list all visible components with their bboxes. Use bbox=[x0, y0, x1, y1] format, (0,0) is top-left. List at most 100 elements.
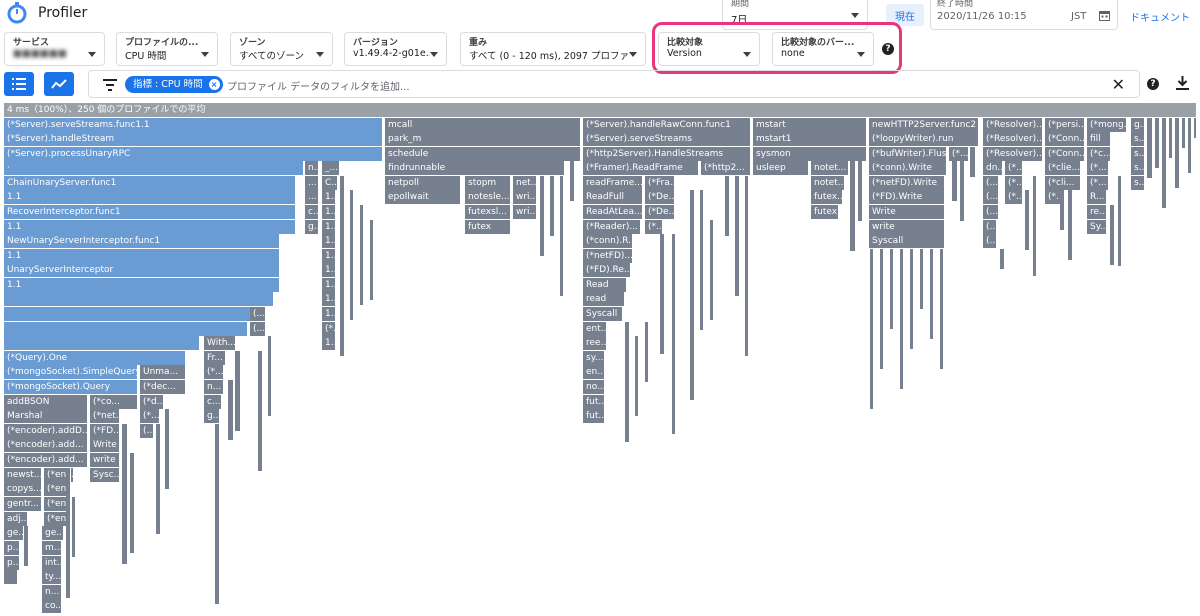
flame-frame[interactable]: · bbox=[4, 161, 304, 175]
flame-frame-thin[interactable] bbox=[1188, 118, 1192, 173]
flame-frame[interactable]: ree... bbox=[583, 336, 607, 350]
flame-frame[interactable]: (... bbox=[983, 190, 999, 204]
flame-frame[interactable]: 1... bbox=[322, 220, 336, 234]
flame-frame-thin[interactable] bbox=[122, 424, 128, 564]
flame-frame-thin[interactable] bbox=[235, 351, 241, 431]
flame-frame[interactable]: mcall bbox=[385, 118, 581, 132]
flame-frame[interactable]: 1.1 bbox=[4, 190, 296, 204]
flame-frame[interactable]: (*Conn... bbox=[1045, 132, 1085, 146]
flame-frame[interactable]: (*http2... bbox=[701, 161, 751, 175]
flame-frame-thin[interactable] bbox=[940, 249, 944, 369]
flame-frame-thin[interactable] bbox=[258, 351, 263, 471]
flame-frame[interactable]: 1... bbox=[322, 234, 336, 248]
flame-frame[interactable]: UnaryServerInterceptor bbox=[4, 263, 280, 277]
download-icon[interactable] bbox=[1176, 76, 1189, 91]
flame-frame-thin[interactable] bbox=[745, 176, 749, 356]
flame-frame[interactable]: (*c... bbox=[1087, 147, 1111, 161]
flame-frame[interactable]: addBSON bbox=[4, 395, 88, 409]
flame-frame[interactable]: (*... bbox=[1005, 176, 1023, 190]
flame-frame-thin[interactable] bbox=[550, 176, 555, 236]
flame-frame-thin[interactable] bbox=[350, 190, 354, 320]
chip-close-icon[interactable]: × bbox=[208, 79, 220, 90]
flame-frame[interactable]: (*loopyWriter).run bbox=[869, 132, 979, 146]
flame-frame[interactable]: (*FD... bbox=[90, 424, 120, 438]
flame-frame[interactable]: s... bbox=[1131, 176, 1145, 190]
flame-frame[interactable]: s... bbox=[1131, 161, 1145, 175]
flame-frame-thin[interactable] bbox=[130, 453, 135, 553]
chart-view-button[interactable] bbox=[44, 72, 74, 96]
flame-frame[interactable]: fut... bbox=[583, 395, 605, 409]
flame-frame[interactable]: (*Fra... bbox=[645, 176, 675, 190]
flame-frame[interactable]: futexsl... bbox=[465, 205, 511, 219]
flame-frame[interactable]: (*... bbox=[140, 409, 160, 423]
flame-frame-thin[interactable] bbox=[228, 380, 234, 440]
flame-frame-thin[interactable] bbox=[1060, 190, 1065, 230]
flame-frame[interactable]: write bbox=[90, 453, 120, 467]
flame-frame[interactable]: (*FD).Write bbox=[869, 190, 945, 204]
flame-frame[interactable]: (*d... bbox=[140, 395, 164, 409]
flame-frame[interactable]: g... bbox=[305, 220, 319, 234]
flame-frame[interactable]: (*persi... bbox=[1045, 118, 1085, 132]
flame-frame[interactable]: park_m bbox=[385, 132, 581, 146]
flame-frame[interactable]: NewUnaryServerInterceptor.func1 bbox=[4, 234, 280, 248]
flame-frame[interactable]: fill bbox=[1087, 132, 1111, 146]
flame-frame[interactable]: (*Framer).ReadFrame bbox=[583, 161, 699, 175]
flame-frame[interactable]: 1... bbox=[322, 263, 336, 277]
flame-frame[interactable]: ge... bbox=[4, 526, 24, 540]
flame-frame-thin[interactable] bbox=[645, 322, 649, 382]
flame-frame[interactable]: ReadFull bbox=[583, 190, 643, 204]
flame-frame[interactable]: (*De... bbox=[645, 205, 675, 219]
flame-frame[interactable]: dn... bbox=[983, 161, 1003, 175]
flame-frame-thin[interactable] bbox=[1000, 249, 1005, 269]
flame-frame[interactable]: mstart bbox=[753, 118, 867, 132]
list-view-button[interactable] bbox=[4, 72, 34, 96]
flame-frame[interactable]: adj... bbox=[4, 512, 28, 526]
flame-frame[interactable]: (*netFD).Write bbox=[869, 176, 945, 190]
calendar-icon[interactable] bbox=[1099, 10, 1110, 21]
flame-frame[interactable]: stopm bbox=[465, 176, 511, 190]
flame-frame[interactable]: co... bbox=[42, 599, 62, 613]
flame-frame-thin[interactable] bbox=[1155, 118, 1160, 168]
flame-frame-thin[interactable] bbox=[900, 249, 904, 389]
flame-frame[interactable]: net... bbox=[513, 176, 537, 190]
flame-frame[interactable]: copys... bbox=[4, 482, 42, 496]
flame-frame-thin[interactable] bbox=[735, 176, 740, 296]
flame-frame[interactable]: notet... bbox=[811, 176, 845, 190]
flame-frame[interactable]: c... bbox=[204, 395, 222, 409]
version-select[interactable]: バージョン v1.49.4-2-g01e... bbox=[344, 32, 447, 66]
flame-frame[interactable]: Sysc... bbox=[90, 468, 120, 482]
flame-frame[interactable]: 1... bbox=[322, 249, 336, 263]
flame-frame-thin[interactable] bbox=[1175, 118, 1180, 188]
flame-frame[interactable]: Syscall bbox=[869, 234, 945, 248]
metric-chip[interactable]: 指標 : CPU 時間 × bbox=[125, 76, 223, 93]
flame-frame[interactable]: wri... bbox=[513, 190, 537, 204]
flame-frame[interactable]: (*clie... bbox=[1045, 161, 1081, 175]
flame-frame-thin[interactable] bbox=[268, 336, 272, 416]
flame-frame[interactable]: (*netFD)... bbox=[583, 249, 633, 263]
flame-frame[interactable]: netpoll bbox=[385, 176, 461, 190]
flame-frame[interactable]: RecoverInterceptor.func1 bbox=[4, 205, 296, 219]
flame-frame-thin[interactable] bbox=[960, 161, 965, 221]
flame-frame[interactable]: no... bbox=[583, 380, 605, 394]
flame-frame-thin[interactable] bbox=[560, 176, 564, 296]
flame-frame-thin[interactable] bbox=[1025, 190, 1030, 250]
flame-frame[interactable]: 1... bbox=[322, 307, 336, 321]
flame-frame-thin[interactable] bbox=[858, 161, 863, 221]
flame-frame[interactable]: findrunnable bbox=[385, 161, 565, 175]
flame-frame-thin[interactable] bbox=[700, 190, 704, 330]
flame-frame[interactable]: n... bbox=[42, 585, 62, 599]
flame-frame[interactable]: With... bbox=[204, 336, 236, 350]
flame-frame-thin[interactable] bbox=[952, 161, 958, 201]
flame-frame[interactable]: read bbox=[583, 292, 625, 306]
flame-frame-thin[interactable] bbox=[1118, 176, 1122, 266]
flame-frame[interactable]: (*... bbox=[204, 365, 224, 379]
flame-frame[interactable]: en... bbox=[583, 365, 605, 379]
flame-frame[interactable]: Write bbox=[869, 205, 945, 219]
docs-link[interactable]: ドキュメント bbox=[1130, 13, 1190, 24]
flame-frame-thin[interactable] bbox=[725, 176, 730, 236]
flame-frame[interactable]: (*net... bbox=[90, 409, 120, 423]
flame-frame[interactable] bbox=[4, 307, 266, 321]
flame-frame[interactable]: (*Server).processUnaryRPC bbox=[4, 147, 383, 161]
flame-frame-thin[interactable] bbox=[570, 161, 575, 201]
flame-frame[interactable]: Fr... bbox=[204, 351, 226, 365]
